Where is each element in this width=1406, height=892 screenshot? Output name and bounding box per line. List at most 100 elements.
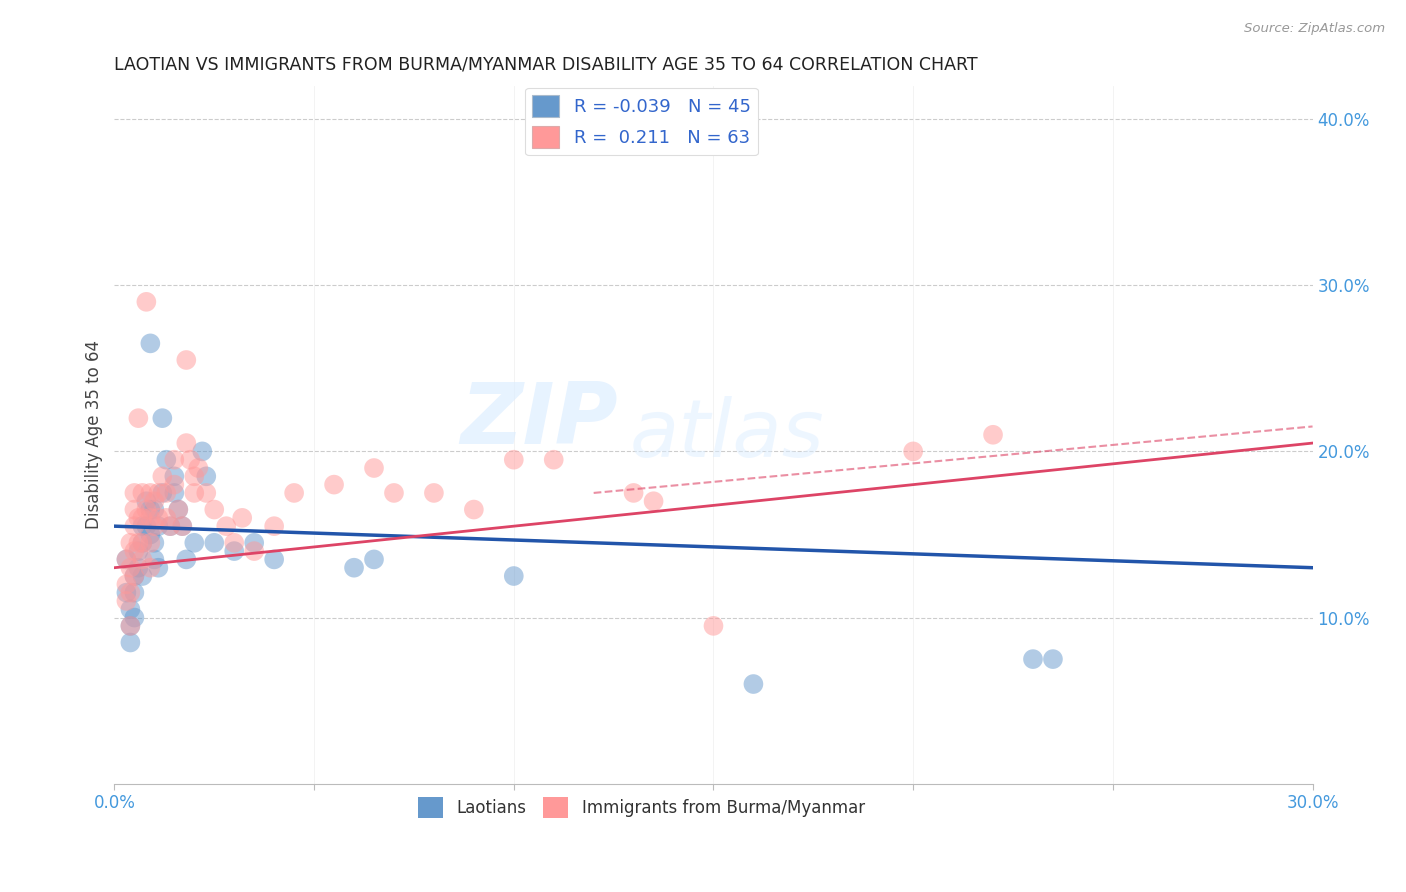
- Point: [163, 452, 186, 467]
- Point: [423, 486, 446, 500]
- Point: [202, 536, 225, 550]
- Point: [191, 444, 214, 458]
- Point: [150, 469, 173, 483]
- Point: [263, 519, 285, 533]
- Point: [148, 486, 170, 500]
- Point: [702, 619, 724, 633]
- Point: [163, 486, 186, 500]
- Point: [283, 486, 305, 500]
- Point: [981, 427, 1004, 442]
- Point: [163, 477, 186, 491]
- Point: [1022, 652, 1045, 666]
- Point: [131, 536, 153, 550]
- Point: [1042, 652, 1064, 666]
- Point: [120, 619, 142, 633]
- Point: [343, 560, 366, 574]
- Point: [179, 452, 201, 467]
- Text: atlas: atlas: [630, 396, 824, 474]
- Point: [243, 544, 266, 558]
- Point: [131, 519, 153, 533]
- Point: [135, 519, 157, 533]
- Point: [150, 411, 173, 425]
- Point: [183, 536, 205, 550]
- Point: [224, 544, 246, 558]
- Point: [131, 511, 153, 525]
- Point: [148, 519, 170, 533]
- Point: [155, 486, 177, 500]
- Point: [263, 552, 285, 566]
- Point: [172, 519, 194, 533]
- Point: [135, 494, 157, 508]
- Point: [159, 519, 181, 533]
- Point: [243, 536, 266, 550]
- Point: [159, 519, 181, 533]
- Point: [120, 635, 142, 649]
- Point: [382, 486, 405, 500]
- Point: [139, 560, 162, 574]
- Point: [176, 436, 198, 450]
- Point: [124, 544, 146, 558]
- Point: [124, 569, 146, 583]
- Point: [148, 560, 170, 574]
- Point: [120, 602, 142, 616]
- Point: [127, 511, 149, 525]
- Point: [155, 511, 177, 525]
- Point: [643, 494, 665, 508]
- Point: [224, 536, 246, 550]
- Point: [167, 502, 190, 516]
- Point: [195, 469, 218, 483]
- Text: LAOTIAN VS IMMIGRANTS FROM BURMA/MYANMAR DISABILITY AGE 35 TO 64 CORRELATION CHA: LAOTIAN VS IMMIGRANTS FROM BURMA/MYANMAR…: [114, 55, 979, 73]
- Point: [124, 519, 146, 533]
- Point: [139, 336, 162, 351]
- Text: Source: ZipAtlas.com: Source: ZipAtlas.com: [1244, 22, 1385, 36]
- Point: [143, 536, 166, 550]
- Point: [143, 552, 166, 566]
- Point: [131, 486, 153, 500]
- Point: [115, 552, 138, 566]
- Point: [363, 552, 385, 566]
- Point: [115, 577, 138, 591]
- Point: [502, 452, 524, 467]
- Point: [172, 519, 194, 533]
- Point: [231, 511, 253, 525]
- Point: [463, 502, 485, 516]
- Point: [143, 519, 166, 533]
- Point: [742, 677, 765, 691]
- Point: [139, 502, 162, 516]
- Point: [139, 527, 162, 541]
- Point: [150, 486, 173, 500]
- Point: [139, 536, 162, 550]
- Point: [195, 486, 218, 500]
- Point: [115, 594, 138, 608]
- Point: [115, 585, 138, 599]
- Point: [115, 552, 138, 566]
- Point: [163, 469, 186, 483]
- Point: [623, 486, 645, 500]
- Point: [167, 502, 190, 516]
- Point: [901, 444, 924, 458]
- Point: [120, 619, 142, 633]
- Point: [124, 502, 146, 516]
- Text: ZIP: ZIP: [460, 379, 617, 462]
- Point: [323, 477, 346, 491]
- Point: [124, 569, 146, 583]
- Point: [131, 536, 153, 550]
- Point: [127, 411, 149, 425]
- Point: [183, 486, 205, 500]
- Point: [139, 511, 162, 525]
- Point: [183, 469, 205, 483]
- Point: [131, 569, 153, 583]
- Point: [135, 294, 157, 309]
- Point: [148, 511, 170, 525]
- Point: [187, 461, 209, 475]
- Point: [143, 502, 166, 516]
- Point: [127, 544, 149, 558]
- Point: [139, 486, 162, 500]
- Point: [135, 502, 157, 516]
- Legend: Laotians, Immigrants from Burma/Myanmar: Laotians, Immigrants from Burma/Myanmar: [412, 790, 872, 824]
- Point: [176, 552, 198, 566]
- Point: [215, 519, 238, 533]
- Point: [543, 452, 565, 467]
- Point: [363, 461, 385, 475]
- Point: [120, 560, 142, 574]
